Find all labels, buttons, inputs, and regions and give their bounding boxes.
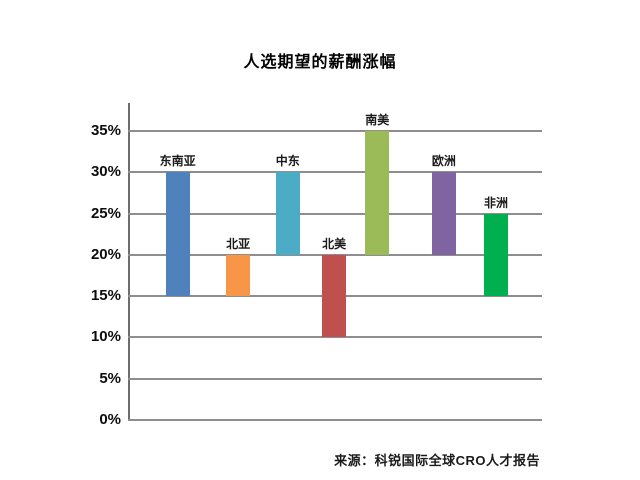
gridline — [128, 171, 542, 174]
y-axis-tick-label: 25% — [90, 204, 121, 222]
y-axis-tick-label: 15% — [90, 287, 121, 305]
bar — [431, 172, 456, 255]
gridline — [128, 129, 542, 132]
y-axis-line — [128, 103, 130, 420]
bar-category-label: 南美 — [365, 112, 390, 127]
y-axis-tick-label: 5% — [99, 369, 121, 387]
source-note: 来源：科锐国际全球CRO人才报告 — [334, 453, 540, 468]
y-axis-tick-label: 30% — [90, 163, 121, 181]
bar-category-label: 北亚 — [226, 236, 251, 251]
y-axis-tick-label: 20% — [90, 245, 121, 263]
chart-title: 人选期望的薪酬涨幅 — [243, 54, 397, 71]
y-axis-tick-label: 35% — [90, 121, 121, 139]
gridline — [128, 419, 542, 421]
y-axis-tick-label: 0% — [99, 411, 121, 428]
gridline — [128, 212, 542, 215]
bar-category-label: 欧洲 — [431, 154, 456, 169]
bar-category-label: 北美 — [322, 236, 347, 251]
bar — [165, 172, 190, 297]
gridline — [128, 377, 542, 380]
bar — [322, 254, 347, 338]
bar — [275, 172, 300, 255]
bar — [484, 213, 509, 297]
plot-area: 0% 5% 10% 15% 20% 25% 30% 35% 东南亚北亚 中东北美 南美欧洲非洲 — [91, 103, 542, 428]
bar-category-label: 东南亚 — [159, 154, 196, 169]
bar-category-label: 中东 — [275, 154, 300, 169]
bar — [226, 254, 251, 297]
y-axis-tick-label: 10% — [90, 328, 121, 346]
bar — [365, 130, 390, 255]
gridline — [128, 336, 542, 339]
bar-category-label: 非洲 — [484, 195, 509, 210]
